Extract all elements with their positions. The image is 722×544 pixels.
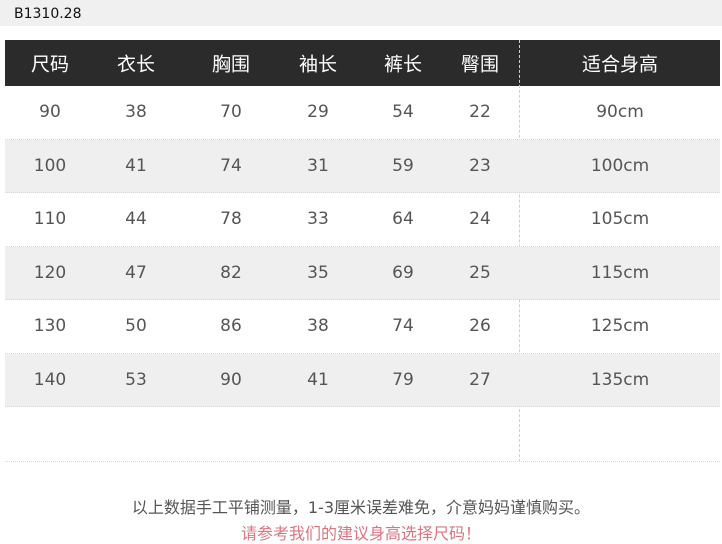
column-header: 袖长 — [298, 53, 338, 76]
table-cell: 27 — [469, 369, 491, 390]
table-cell: 47 — [125, 262, 147, 283]
table-cell: 82 — [220, 262, 242, 283]
table-cell: 74 — [220, 155, 242, 176]
table-cell: 50 — [125, 316, 147, 337]
table-cell: 125cm — [590, 316, 650, 337]
table-cell: 69 — [392, 262, 414, 283]
table-cell: 38 — [125, 102, 147, 123]
table-cell: 22 — [469, 102, 491, 123]
table-row: 110 44 78 33 64 24 105cm — [5, 193, 720, 247]
table-cell: 105cm — [590, 209, 650, 230]
size-advice: 请参考我们的建议身高选择尺码！ — [240, 524, 481, 543]
table-cell: 54 — [392, 102, 414, 123]
table-cell: 74 — [392, 316, 414, 337]
table-row: 130 50 86 38 74 26 125cm — [5, 300, 720, 354]
measurement-disclaimer: 以上数据手工平铺测量，1-3厘米误差难免，介意妈妈谨慎购买。 — [131, 498, 591, 517]
column-header: 适合身高 — [581, 53, 659, 76]
table-cell: 90 — [220, 369, 242, 390]
table-row: 140 53 90 41 79 27 135cm — [5, 353, 720, 407]
table-cell: 24 — [469, 209, 491, 230]
column-header: 衣长 — [116, 53, 156, 76]
table-row: 100 41 74 31 59 23 100cm — [5, 139, 720, 193]
table-cell: 90cm — [596, 102, 644, 123]
size-table: 尺码 衣长 胸围 袖长 裤长 臀围 适合身高 90 38 70 29 54 22 90cm 100 41 74… — [5, 40, 720, 462]
table-cell: 23 — [469, 155, 491, 176]
table-cell: 120 — [33, 262, 67, 283]
column-header: 裤长 — [383, 53, 423, 76]
table-cell: 41 — [125, 155, 147, 176]
product-code: B1310.28 — [14, 6, 82, 22]
table-cell: 100 — [33, 155, 67, 176]
table-header: 尺码 衣长 胸围 袖长 裤长 臀围 适合身高 — [5, 40, 720, 86]
table-cell: 25 — [469, 262, 491, 283]
table-cell: 140 — [33, 369, 67, 390]
table-cell: 90 — [39, 102, 61, 123]
table-cell: 70 — [220, 102, 242, 123]
table-cell: 41 — [307, 369, 329, 390]
table-cell: 130 — [33, 316, 67, 337]
table-cell: 115cm — [590, 262, 650, 283]
table-cell: 78 — [220, 209, 242, 230]
column-header: 胸围 — [211, 53, 251, 76]
table-cell: 135cm — [590, 369, 650, 390]
column-header: 臀围 — [460, 53, 500, 76]
table-cell: 53 — [125, 369, 147, 390]
table-cell: 79 — [392, 369, 414, 390]
table-cell: 110 — [33, 209, 67, 230]
column-header: 尺码 — [30, 53, 70, 76]
table-cell: 31 — [307, 155, 329, 176]
table-cell: 35 — [307, 262, 329, 283]
table-cell: 38 — [307, 316, 329, 337]
table-cell: 33 — [307, 209, 329, 230]
top-bar: B1310.28 — [0, 0, 722, 26]
table-cell: 44 — [125, 209, 147, 230]
table-cell: 59 — [392, 155, 414, 176]
table-cell: 64 — [392, 209, 414, 230]
table-row: 90 38 70 29 54 22 90cm — [5, 86, 720, 140]
table-cell: 29 — [307, 102, 329, 123]
empty-row — [5, 407, 720, 462]
table-cell: 100cm — [590, 155, 650, 176]
table-cell: 26 — [469, 316, 491, 337]
table-row: 120 47 82 35 69 25 115cm — [5, 246, 720, 300]
table-cell: 86 — [220, 316, 242, 337]
